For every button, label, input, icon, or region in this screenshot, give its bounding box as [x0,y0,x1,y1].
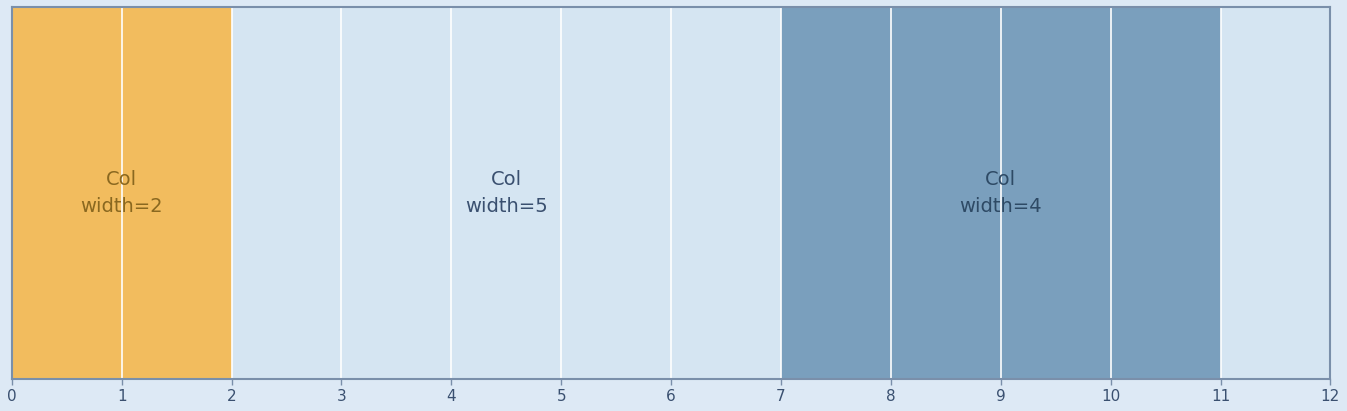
Bar [12,7,232,379]
Text: Col
width=2: Col width=2 [81,170,163,215]
Bar [232,7,781,379]
Text: Col
width=4: Col width=4 [959,170,1043,215]
Bar [781,7,1220,379]
Text: Col
width=5: Col width=5 [465,170,548,215]
Bar [1220,7,1331,379]
